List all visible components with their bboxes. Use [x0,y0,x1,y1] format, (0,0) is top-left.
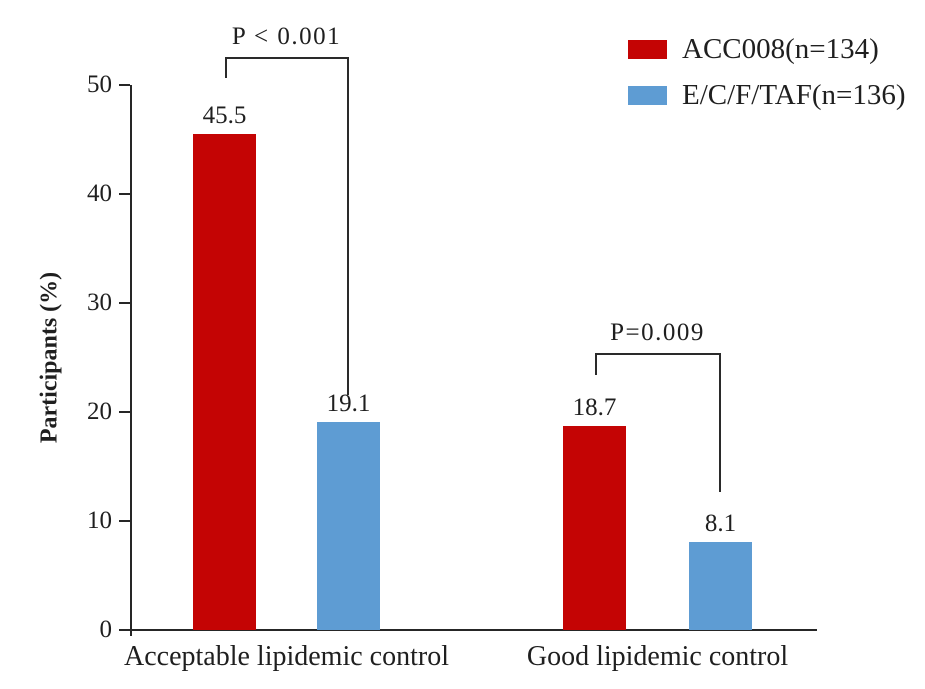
y-tick-0 [119,629,130,631]
p-value-label-2: P=0.009 [610,319,705,346]
x-category-label-1: Acceptable lipidemic control [124,641,449,672]
legend-swatch-acc008 [628,39,667,59]
x-category-label-2: Good lipidemic control [526,641,789,672]
y-tick-10 [119,520,130,522]
y-axis-line [130,85,132,636]
bar-acc008-group1 [193,134,256,630]
bracket-left-2 [594,353,597,375]
bracket-right-2 [718,353,721,492]
bracket-top-2 [594,353,721,355]
y-tick-40 [119,193,130,195]
legend-item-ecftaf: E/C/F/TAF(n=136) [628,72,906,118]
bar-ecftaf-group1 [317,421,380,630]
y-tick-50 [119,84,130,86]
bracket-right-1 [346,57,349,395]
bar-acc008-group2 [563,426,626,630]
y-tick-label-10: 10 [87,507,112,534]
p-value-label-1: P < 0.001 [231,23,342,50]
y-tick-label-20: 20 [87,398,112,425]
y-tick-label-50: 50 [87,71,112,98]
legend-item-acc008: ACC008(n=134) [628,26,906,72]
bracket-left-1 [224,57,227,78]
legend-label-acc008: ACC008(n=134) [682,33,879,65]
bar-value-label: 8.1 [704,509,737,537]
bar-value-label: 18.7 [572,394,617,422]
bar-value-label: 45.5 [202,102,247,130]
legend-label-ecftaf: E/C/F/TAF(n=136) [682,79,906,111]
y-tick-label-40: 40 [87,180,112,207]
x-axis-line [119,629,817,631]
legend: ACC008(n=134) E/C/F/TAF(n=136) [628,26,906,118]
legend-swatch-ecftaf [628,85,667,105]
y-tick-label-30: 30 [87,289,112,316]
bar-ecftaf-group2 [689,541,752,630]
y-tick-30 [119,302,130,304]
y-tick-20 [119,411,130,413]
bracket-top-1 [224,57,349,59]
y-tick-label-0: 0 [99,616,113,643]
bar-value-label: 19.1 [326,389,371,417]
y-axis-title: Participants (%) [36,271,63,444]
